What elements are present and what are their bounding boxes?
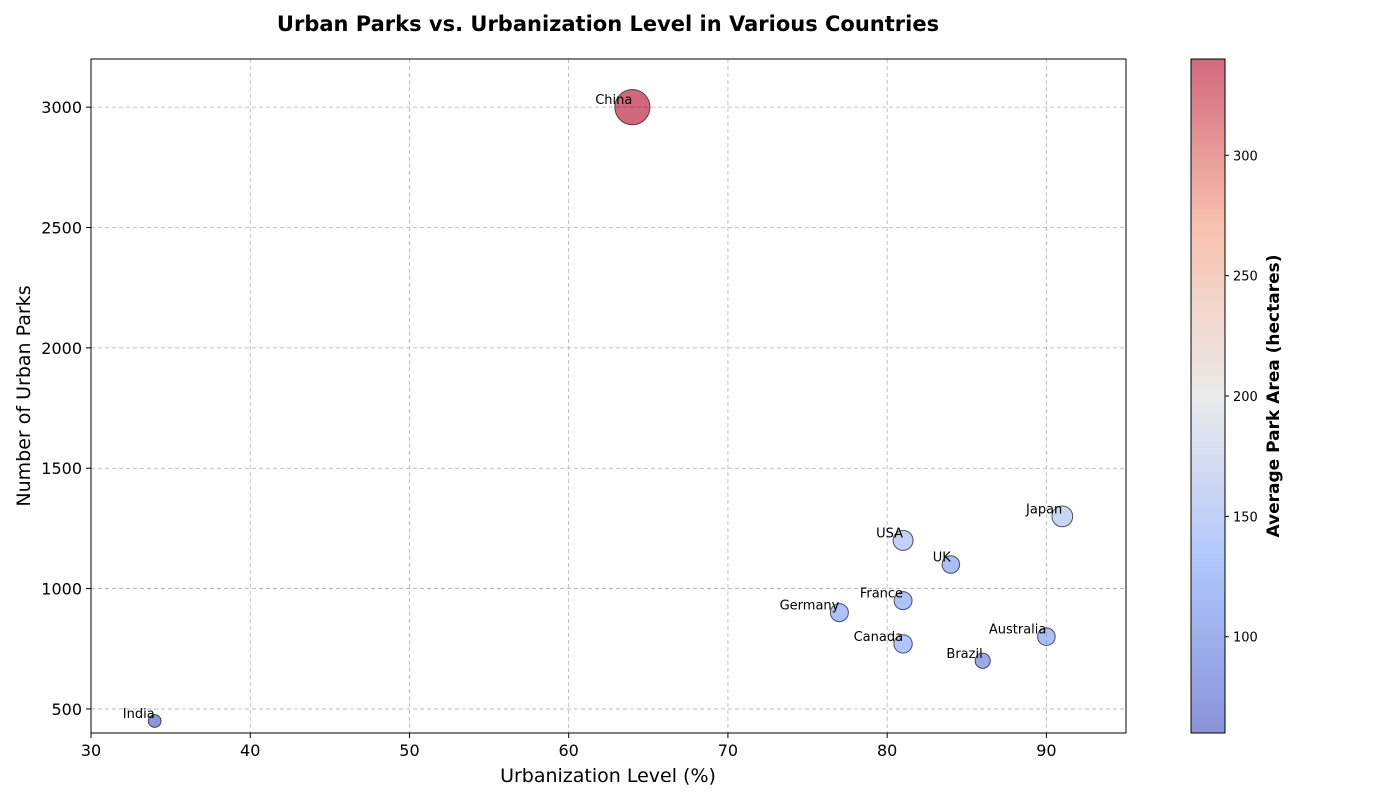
- point-label: UK: [933, 551, 952, 566]
- colorbar-tick-label: 250: [1233, 270, 1258, 285]
- point-label: Germany: [780, 599, 840, 614]
- y-axis: 500 1000 1500 2000 2500 3000: [41, 98, 91, 719]
- point-labels: China Japan USA UK France Germany Australia Can…: [123, 93, 1063, 722]
- y-tick-label: 1000: [41, 580, 82, 599]
- x-axis-label: Urbanization Level (%): [500, 765, 716, 787]
- x-tick-label: 30: [81, 741, 101, 760]
- x-tick-label: 40: [240, 741, 260, 760]
- data-point: [829, 603, 849, 623]
- point-label: USA: [876, 526, 903, 541]
- colorbar-gradient: [1191, 59, 1225, 733]
- data-point: [1051, 505, 1074, 528]
- colorbar-label: Average Park Area (hectares): [1264, 254, 1284, 537]
- x-tick-label: 60: [559, 741, 579, 760]
- colorbar-tick-label: 200: [1233, 390, 1258, 405]
- colorbar-ticks: 100 150 200 250 300: [1225, 149, 1258, 646]
- x-tick-label: 50: [399, 741, 419, 760]
- data-point: [892, 529, 914, 551]
- data-point: [893, 634, 913, 654]
- colorbar-tick-label: 150: [1233, 510, 1258, 525]
- data-point: [1037, 627, 1056, 647]
- plot-area-frame: [90, 58, 1127, 734]
- x-tick-label: 90: [1036, 741, 1056, 760]
- point-label: India: [123, 707, 155, 722]
- y-tick-label: 3000: [41, 98, 82, 117]
- point-label: China: [595, 93, 632, 108]
- point-label: Brazil: [946, 647, 982, 662]
- point-label: Australia: [989, 623, 1047, 638]
- data-point: [974, 652, 991, 669]
- x-axis: 30 40 50 60 70 80 90: [81, 733, 1057, 760]
- data-point: [614, 89, 651, 126]
- data-point: [941, 555, 961, 574]
- point-label: Canada: [854, 630, 903, 645]
- x-tick-label: 80: [877, 741, 897, 760]
- scatter-points: [147, 89, 1074, 728]
- data-point: [147, 714, 162, 728]
- colorbar-tick-label: 300: [1233, 149, 1258, 164]
- y-tick-label: 2000: [41, 339, 82, 358]
- x-tick-label: 70: [718, 741, 738, 760]
- colorbar-tick-label: 100: [1233, 631, 1258, 646]
- data-point: [893, 591, 913, 611]
- y-tick-label: 2500: [41, 219, 82, 238]
- colorbar: 100 150 200 250 300 Average Park Area (hecta…: [1190, 58, 1284, 734]
- y-tick-label: 500: [51, 700, 82, 719]
- y-tick-label: 1500: [41, 459, 82, 478]
- y-axis-label: Number of Urban Parks: [13, 285, 35, 506]
- grid-lines: [90, 59, 1126, 733]
- point-label: France: [860, 587, 903, 602]
- point-label: Japan: [1025, 502, 1062, 517]
- chart-title: Urban Parks vs. Urbanization Level in Va…: [277, 12, 939, 36]
